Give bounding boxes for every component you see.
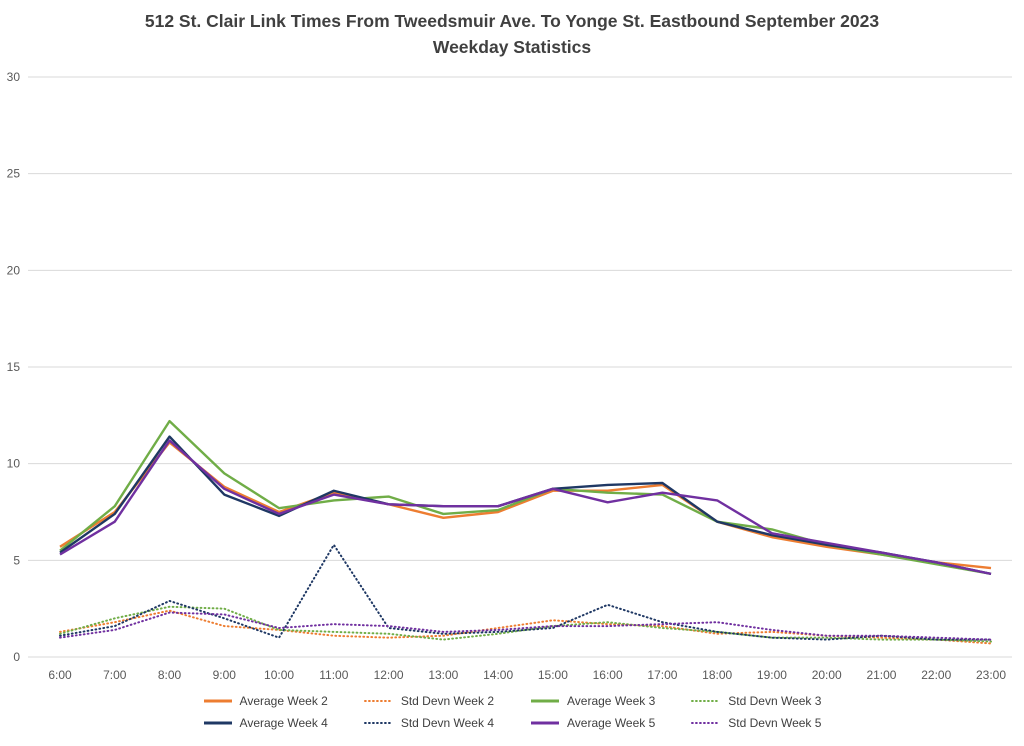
y-tick-label: 5	[13, 553, 20, 567]
legend-row: Average Week 2 Std Devn Week 2 Average Wee…	[203, 694, 821, 708]
legend-label: Std Devn Week 2	[400, 694, 494, 708]
series-line-std-devn-week-2	[59, 609, 992, 645]
legend-label: Std Devn Week 5	[728, 716, 822, 730]
legend-item-average-week-2: Average Week 2	[203, 694, 328, 708]
legend-item-average-week-5: Average Week 5	[530, 716, 655, 730]
y-tick-label: 30	[7, 70, 21, 84]
legend-item-std-devn-week-4: Std Devn Week 4	[363, 716, 494, 730]
y-tick-label: 20	[7, 263, 21, 277]
series-line-std-devn-week-3	[59, 605, 992, 643]
legend-label: Average Week 4	[239, 716, 328, 730]
legend-label: Std Devn Week 3	[728, 694, 822, 708]
legend-item-std-devn-week-3: Std Devn Week 3	[691, 694, 821, 708]
x-tick-label: 23:00	[976, 668, 1006, 682]
series-line-std-devn-week-4	[59, 543, 992, 641]
x-tick-label: 13:00	[428, 668, 458, 682]
series-line-average-week-5	[59, 439, 992, 576]
x-tick-label: 15:00	[538, 668, 568, 682]
x-tick-label: 11:00	[319, 668, 348, 682]
series-line-std-devn-week-5	[59, 611, 992, 641]
x-tick-label: 14:00	[483, 668, 513, 682]
x-tick-label: 6:00	[48, 668, 72, 682]
series-line-average-week-4	[59, 435, 992, 576]
chart-title: 512 St. Clair Link Times From Tweedsmuir…	[144, 11, 880, 31]
legend-label: Average Week 3	[567, 694, 656, 708]
y-tick-label: 0	[13, 650, 20, 664]
chart-subtitle: Weekday Statistics	[432, 37, 592, 57]
legend-item-std-devn-week-5: Std Devn Week 5	[691, 716, 821, 730]
legend-label: Std Devn Week 4	[400, 716, 494, 730]
legend-label: Average Week 2	[239, 694, 328, 708]
chart-title-block: 512 St. Clair Link Times From Tweedsmuir…	[0, 8, 1024, 60]
legend-solid-line-icon	[531, 699, 559, 703]
x-tick-label: 7:00	[103, 668, 127, 682]
legend-label: Average Week 5	[567, 716, 656, 730]
x-tick-label: 20:00	[812, 668, 842, 682]
y-tick-label: 25	[7, 167, 21, 181]
x-tick-label: 16:00	[593, 668, 623, 682]
x-tick-label: 10:00	[264, 668, 294, 682]
legend-item-average-week-3: Average Week 3	[530, 694, 655, 708]
legend-dotted-line-icon	[363, 722, 394, 724]
legend-item-std-devn-week-2: Std Devn Week 2	[363, 694, 494, 708]
x-tick-label: 12:00	[374, 668, 404, 682]
x-tick-label: 21:00	[866, 668, 896, 682]
legend: Average Week 2 Std Devn Week 2 Average Wee…	[0, 694, 1024, 730]
y-tick-label: 10	[7, 457, 21, 471]
legend-dotted-line-icon	[363, 700, 394, 702]
legend-solid-line-icon	[203, 721, 232, 725]
x-tick-label: 8:00	[158, 668, 182, 682]
legend-solid-line-icon	[203, 699, 232, 703]
x-tick-label: 18:00	[702, 668, 732, 682]
legend-dotted-line-icon	[691, 722, 722, 724]
legend-dotted-line-icon	[691, 700, 722, 702]
legend-item-average-week-4: Average Week 4	[203, 716, 328, 730]
x-tick-label: 22:00	[921, 668, 951, 682]
y-tick-label: 15	[7, 360, 21, 374]
x-tick-label: 17:00	[647, 668, 677, 682]
legend-row: Average Week 4 Std Devn Week 4 Average Wee…	[203, 716, 821, 730]
x-tick-label: 19:00	[757, 668, 787, 682]
x-tick-label: 9:00	[213, 668, 237, 682]
legend-solid-line-icon	[531, 721, 559, 725]
